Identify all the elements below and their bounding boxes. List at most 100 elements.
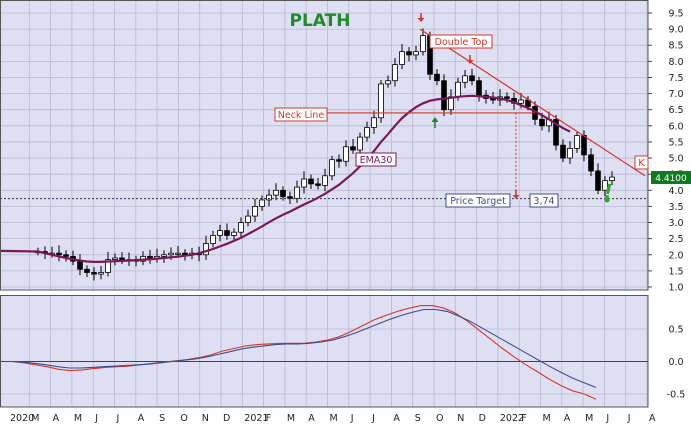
x-tick-label: D xyxy=(223,413,230,424)
x-tick-label: O xyxy=(436,413,443,424)
time-axis-background xyxy=(0,407,691,425)
x-tick-label: A xyxy=(138,413,145,424)
x-tick-label: J xyxy=(116,413,120,424)
indicator-y-tick-label: -0.5 xyxy=(667,390,686,401)
x-tick-label: F xyxy=(266,413,271,424)
candle-body xyxy=(280,189,286,198)
k-label: K xyxy=(634,155,649,170)
candle-body xyxy=(441,80,447,111)
x-tick-label: S xyxy=(415,413,421,424)
y-tick-label: 3.0 xyxy=(668,218,683,229)
x-tick-label: 2021 xyxy=(244,413,268,424)
main-grid xyxy=(0,0,648,290)
x-tick-label: M xyxy=(543,413,551,424)
indicator-y-tick-label: 0.5 xyxy=(668,325,683,336)
candle-body xyxy=(336,159,342,162)
y-tick-label: 4.0 xyxy=(668,186,683,197)
target-value-text: 3,74 xyxy=(533,196,554,207)
y-tick-label: 8.0 xyxy=(668,57,683,68)
y-tick-label: 5.5 xyxy=(668,137,683,148)
candle-body xyxy=(231,231,237,236)
downtrend-line-k xyxy=(419,28,646,177)
double-top-text: Double Top xyxy=(435,37,488,48)
candle-body xyxy=(252,206,258,217)
exclamation-mark: ! xyxy=(603,180,612,204)
candle-body xyxy=(476,80,482,96)
y-tick-label: 6.5 xyxy=(668,105,683,116)
candle-body xyxy=(469,75,475,82)
chart-title: PLATH xyxy=(290,11,351,31)
candle-body xyxy=(77,260,83,270)
y-tick-label: 2.5 xyxy=(668,234,683,245)
ema30-text: EMA30 xyxy=(360,155,393,166)
indicator-grid xyxy=(0,295,648,407)
x-tick-label: J xyxy=(94,413,98,424)
candle-body xyxy=(609,176,615,182)
candle-body xyxy=(217,230,223,236)
x-tick-label: J xyxy=(371,413,375,424)
k-text: K xyxy=(638,158,645,169)
candle-body xyxy=(203,243,209,256)
candle-body xyxy=(462,75,468,83)
candle-body xyxy=(315,183,321,186)
last-price-badge: 4.4100 xyxy=(651,171,691,184)
candle-body xyxy=(357,136,363,151)
candle-body xyxy=(210,235,216,244)
y-tick-label: 1.0 xyxy=(668,283,683,294)
x-tick-label: A xyxy=(53,413,60,424)
candle-body xyxy=(413,51,419,56)
candle-body xyxy=(63,254,69,257)
candle-body xyxy=(364,127,370,138)
y-tick-label: 9.0 xyxy=(668,25,683,36)
price-axis-background xyxy=(648,0,691,425)
x-tick-label: A xyxy=(393,413,400,424)
x-tick-label: J xyxy=(605,413,609,424)
x-tick-label: F xyxy=(521,413,526,424)
candle-body xyxy=(399,51,405,65)
candle-body xyxy=(595,170,601,191)
candle-body xyxy=(329,159,335,177)
x-tick-label: S xyxy=(159,413,165,424)
macd-layer xyxy=(11,305,597,400)
candle-body xyxy=(175,252,181,255)
candle-body xyxy=(378,83,384,119)
candle-body xyxy=(287,196,293,199)
ema30-line xyxy=(37,94,571,263)
indicator-panel-background xyxy=(0,295,648,407)
candle-body xyxy=(455,81,461,98)
x-tick-label: M xyxy=(330,413,338,424)
price-target-text: Price Target xyxy=(450,196,506,207)
candles xyxy=(35,28,615,281)
candle-body xyxy=(308,178,314,185)
candle-body xyxy=(84,268,90,273)
candle-body xyxy=(322,175,328,186)
y-tick-label: 9.5 xyxy=(668,9,683,20)
neck-line-text: Neck Line xyxy=(278,110,325,121)
target-value-label: 3,74 xyxy=(529,193,559,208)
x-tick-label: A xyxy=(649,413,656,424)
candle-body xyxy=(91,272,97,275)
y-tick-label: 8.5 xyxy=(668,41,683,52)
candle-body xyxy=(553,118,559,146)
x-tick-label: D xyxy=(479,413,486,424)
x-tick-label: J xyxy=(627,413,631,424)
candle-body xyxy=(273,189,279,196)
neck-line-label: Neck Line xyxy=(274,107,328,122)
candle-body xyxy=(259,199,265,207)
x-tick-label: A xyxy=(564,413,571,424)
x-tick-label: O xyxy=(180,413,187,424)
candle-body xyxy=(567,147,573,159)
x-tick-label: A xyxy=(308,413,315,424)
candle-body xyxy=(98,272,104,275)
ema30-lead-line xyxy=(0,249,39,253)
candle-body xyxy=(294,186,300,199)
candle-body xyxy=(406,51,412,56)
candle-body xyxy=(343,146,349,162)
last-price-text: 4.4100 xyxy=(655,174,687,184)
candle-body xyxy=(119,257,125,260)
main-panel-background xyxy=(0,0,648,290)
ema30-label: EMA30 xyxy=(355,152,397,167)
candle-body xyxy=(266,194,272,201)
